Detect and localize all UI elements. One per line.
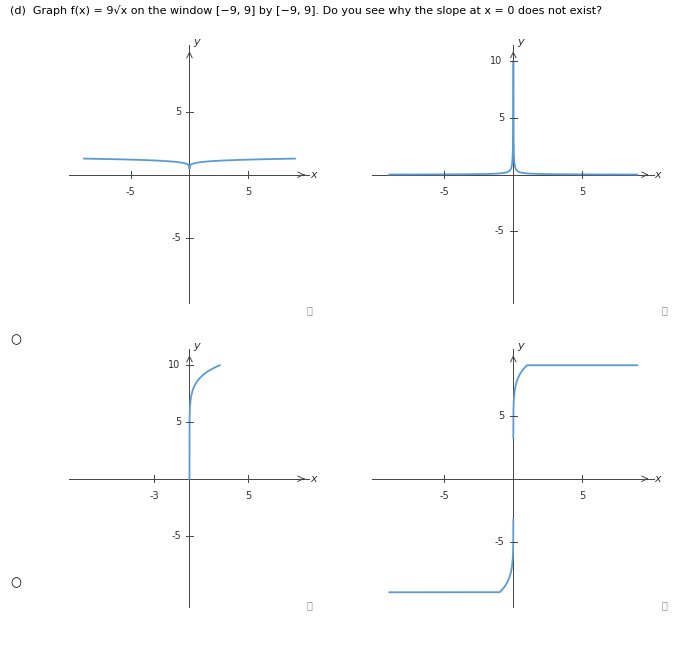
Text: -5: -5 bbox=[172, 233, 181, 243]
Text: x: x bbox=[655, 474, 661, 484]
Text: -5: -5 bbox=[494, 226, 504, 236]
Text: -5: -5 bbox=[440, 490, 449, 501]
Text: -3: -3 bbox=[150, 490, 159, 501]
Text: x: x bbox=[655, 170, 661, 180]
Text: -5: -5 bbox=[494, 537, 504, 547]
Text: -5: -5 bbox=[172, 531, 181, 540]
Text: x: x bbox=[310, 170, 317, 180]
Text: 5: 5 bbox=[175, 107, 181, 116]
Text: (d)  Graph f(x) = 9√x on the window [−9, 9] by [−9, 9]. Do you see why the slope: (d) Graph f(x) = 9√x on the window [−9, … bbox=[10, 5, 602, 16]
Text: 5: 5 bbox=[245, 186, 251, 197]
Text: ○: ○ bbox=[10, 576, 21, 589]
Text: 5: 5 bbox=[497, 113, 504, 123]
Text: 5: 5 bbox=[497, 411, 504, 421]
Text: 5: 5 bbox=[579, 186, 585, 197]
Text: 5: 5 bbox=[175, 417, 181, 427]
Text: x: x bbox=[310, 474, 317, 484]
Text: ○: ○ bbox=[10, 333, 21, 346]
Text: ⓘ: ⓘ bbox=[307, 305, 313, 316]
Text: -5: -5 bbox=[440, 186, 449, 197]
Text: y: y bbox=[517, 37, 524, 47]
Text: ⓘ: ⓘ bbox=[661, 305, 668, 316]
Text: y: y bbox=[193, 341, 200, 351]
Text: 5: 5 bbox=[579, 490, 585, 501]
Text: ⓘ: ⓘ bbox=[307, 600, 313, 610]
Text: 10: 10 bbox=[167, 360, 180, 370]
Text: 10: 10 bbox=[490, 56, 502, 66]
Text: y: y bbox=[517, 341, 524, 351]
Text: ⓘ: ⓘ bbox=[661, 600, 668, 610]
Text: -5: -5 bbox=[126, 186, 136, 197]
Text: y: y bbox=[193, 37, 200, 47]
Text: 5: 5 bbox=[245, 490, 251, 501]
